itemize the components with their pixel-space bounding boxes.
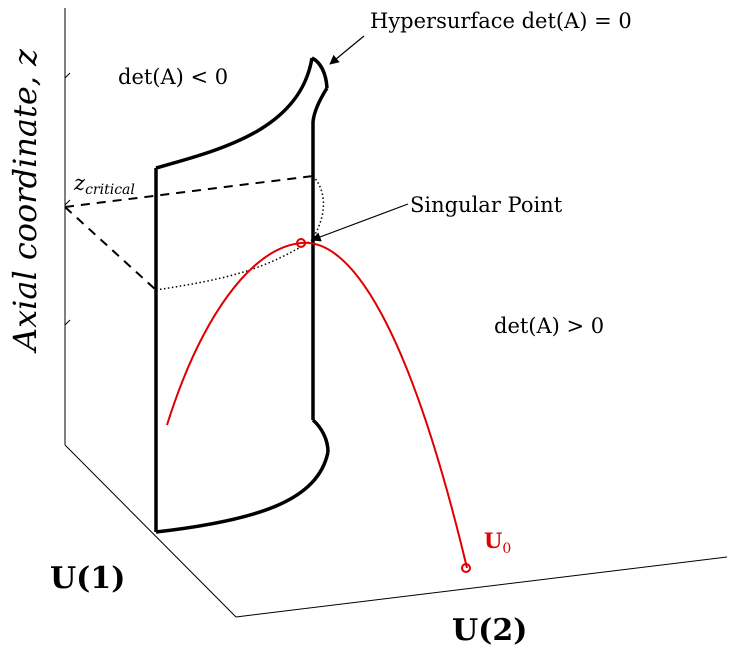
singular-point-arrow (311, 203, 409, 242)
u1-axis-line (64, 444, 237, 618)
z-tick (64, 319, 71, 326)
z-tick (64, 72, 71, 79)
critical-dashed-upper (64, 175, 314, 208)
hypersurface-bottom-curve (155, 451, 330, 534)
z-critical-main: z (73, 171, 86, 195)
singular-point-marker (296, 238, 306, 248)
det-negative-label: det(A) < 0 (118, 65, 228, 89)
intersection-dotted-upper (311, 175, 325, 241)
hypersurface (154, 56, 330, 534)
trajectory-curve (166, 241, 468, 569)
hypersurface-top-fold (311, 56, 329, 89)
intersection-dotted-lower (155, 239, 313, 291)
intersection-curve (155, 175, 325, 291)
z-tick (64, 199, 71, 206)
critical-plane (64, 175, 314, 291)
det-positive-label: det(A) > 0 (494, 314, 604, 338)
axes (64, 8, 728, 618)
z-critical-subscript: critical (85, 182, 135, 198)
u0-subscript: 0 (502, 541, 511, 557)
u2-axis-label: U(2) (452, 613, 527, 648)
u2-axis-line (235, 556, 728, 618)
z-critical-label: zcritical (73, 171, 135, 198)
hypersurface-top-curve (155, 57, 314, 170)
u0-point-marker (461, 563, 471, 573)
hypersurface-arrow (329, 35, 365, 65)
critical-dashed-lower (64, 206, 157, 291)
u1-axis-label: U(1) (50, 561, 125, 596)
u0-main: U (484, 528, 502, 553)
hypersurface-label: Hypersurface det(A) = 0 (370, 9, 632, 33)
u0-label: U0 (484, 528, 511, 557)
hypersurface-right-edge (311, 87, 329, 420)
singular-point-label: Singular Point (410, 193, 563, 217)
hypersurface-bottom-fold (311, 418, 330, 453)
z-axis-label: Axial coordinate, z (6, 48, 44, 354)
